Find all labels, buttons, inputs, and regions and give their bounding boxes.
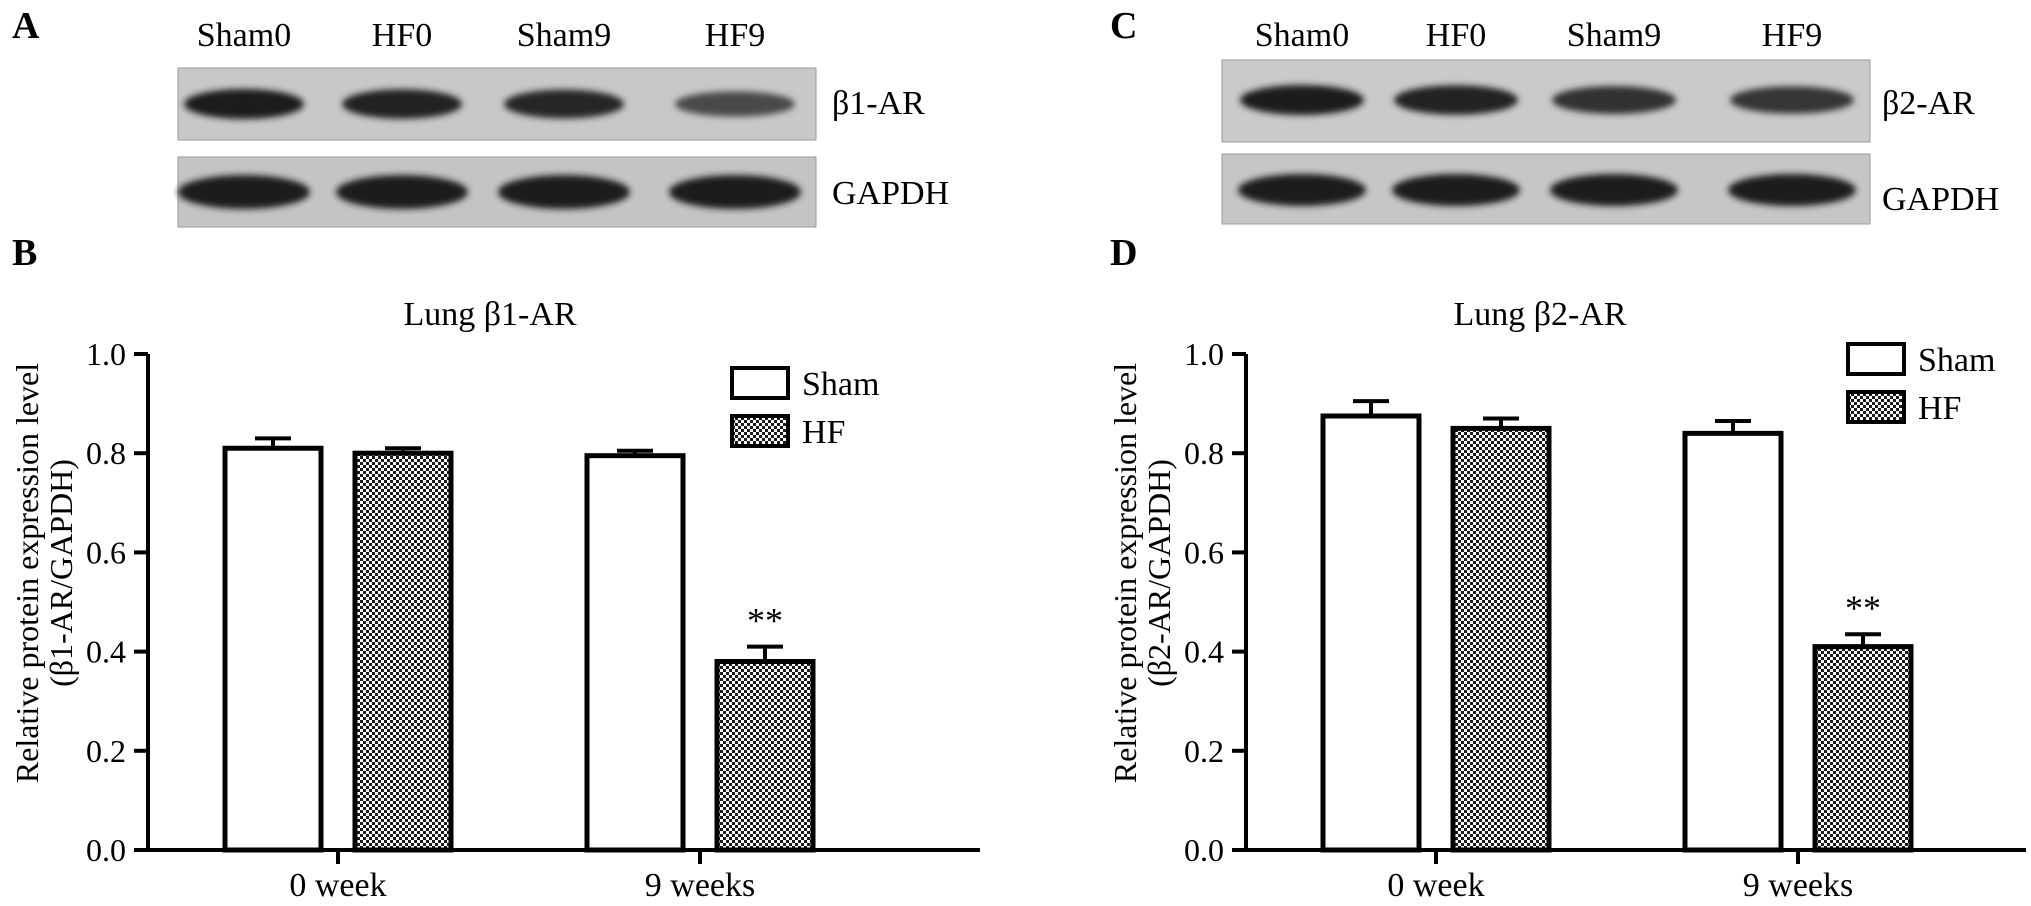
band-group-target [184, 89, 795, 119]
bar-chart-b2: Lung β2-AR Relative protein expression l… [1107, 296, 2026, 904]
panel-letter-b: B [12, 232, 37, 274]
blot-band [504, 89, 624, 119]
lane-label: Sham9 [1567, 17, 1661, 54]
panel-letter-a: A [12, 5, 40, 47]
legend-swatch-sham [730, 366, 790, 400]
blot-target-label: β2-AR [1882, 85, 1975, 122]
y-tick-label: 0.0 [86, 832, 126, 868]
lane-label: HF9 [705, 17, 765, 54]
legend-label: Sham [802, 366, 879, 403]
y-tick-label: 1.0 [86, 336, 126, 372]
y-tick-label: 0.8 [86, 435, 126, 471]
blot-band [342, 89, 462, 119]
x-tick-label: 0 week [1387, 867, 1484, 904]
blot-band [1394, 85, 1518, 115]
blot-control-label: GAPDH [832, 175, 949, 212]
legend-label: HF [1918, 390, 1961, 427]
y-axis-label: Relative protein expression level [9, 363, 45, 783]
lane-label: Sham9 [517, 17, 611, 54]
blot-band [184, 89, 304, 119]
blot-band [1552, 86, 1676, 114]
significance-marker: ** [1845, 588, 1881, 628]
bar-sham [584, 453, 686, 853]
bar-hf [352, 450, 454, 853]
lane-label: Sham0 [1255, 17, 1349, 54]
western-blot-b1: Sham0 HF0 Sham9 HF9 β1-AR GAPDH [177, 17, 949, 228]
bar-hf [1450, 425, 1552, 853]
lane-label: HF0 [372, 17, 432, 54]
lane-label: HF0 [1426, 17, 1486, 54]
y-tick-label: 0.4 [1184, 634, 1224, 670]
blot-band [1392, 174, 1520, 206]
y-tick-label: 0.2 [1184, 733, 1224, 769]
y-tick-label: 0.6 [1184, 534, 1224, 570]
band-group-control [178, 175, 801, 209]
blot-target-label: β1-AR [832, 85, 925, 122]
legend-label: HF [802, 414, 845, 451]
blot-control-label: GAPDH [1882, 181, 1999, 218]
band-group-target [1240, 85, 1854, 115]
panel-letter-d: D [1110, 232, 1137, 274]
legend-swatch-hf [730, 414, 790, 448]
y-tick-label: 1.0 [1184, 336, 1224, 372]
legend-swatch-hf [1846, 390, 1906, 424]
x-tick-label: 9 weeks [645, 867, 755, 904]
y-tick-label: 0.2 [86, 733, 126, 769]
x-tick-label: 9 weeks [1743, 867, 1853, 904]
y-axis-label-sub: (β2-AR/GAPDH) [1141, 459, 1177, 687]
blot-band [669, 175, 801, 209]
legend-label: Sham [1918, 342, 1995, 379]
blot-band [1550, 174, 1678, 206]
bar-sham [1320, 413, 1422, 853]
blot-band [336, 175, 468, 209]
band-group-control [1238, 174, 1856, 206]
y-axis-label: Relative protein expression level [1107, 363, 1143, 783]
chart-title: Lung β1-AR [403, 296, 576, 333]
legend-swatch-sham [1846, 342, 1906, 376]
blot-band [498, 175, 630, 209]
western-blot-b2: Sham0 HF0 Sham9 HF9 β2-AR GAPDH [1221, 17, 1999, 225]
bar-hf [714, 659, 816, 853]
chart-title: Lung β2-AR [1453, 296, 1626, 333]
bar-sham [222, 445, 324, 853]
plot-area: 0.0 0.2 0.4 0.6 0.8 1.0 0 week 9 weeks ** Sham HF [1184, 336, 2026, 904]
x-tick-label: 0 week [289, 867, 386, 904]
blot-band [178, 175, 310, 209]
y-tick-label: 0.6 [86, 534, 126, 570]
y-tick-label: 0.0 [1184, 832, 1224, 868]
blot-band [1730, 86, 1854, 114]
y-tick-label: 0.4 [86, 634, 126, 670]
lane-label: Sham0 [197, 17, 291, 54]
significance-marker: ** [747, 601, 783, 641]
blot-band [675, 91, 795, 117]
y-axis-label-sub: (β1-AR/GAPDH) [43, 459, 79, 687]
plot-area: 0.0 0.2 0.4 0.6 0.8 1.0 0 week 9 weeks ** Sham HF [86, 336, 980, 904]
lane-label: HF9 [1762, 17, 1822, 54]
blot-band [1240, 85, 1364, 115]
blot-band [1238, 174, 1366, 206]
bar-chart-b1: Lung β1-AR Relative protein expression l… [9, 296, 980, 904]
y-tick-label: 0.8 [1184, 435, 1224, 471]
bar-hf [1812, 644, 1914, 853]
bar-sham [1682, 430, 1784, 853]
panel-letter-c: C [1110, 5, 1137, 47]
blot-band [1728, 174, 1856, 206]
